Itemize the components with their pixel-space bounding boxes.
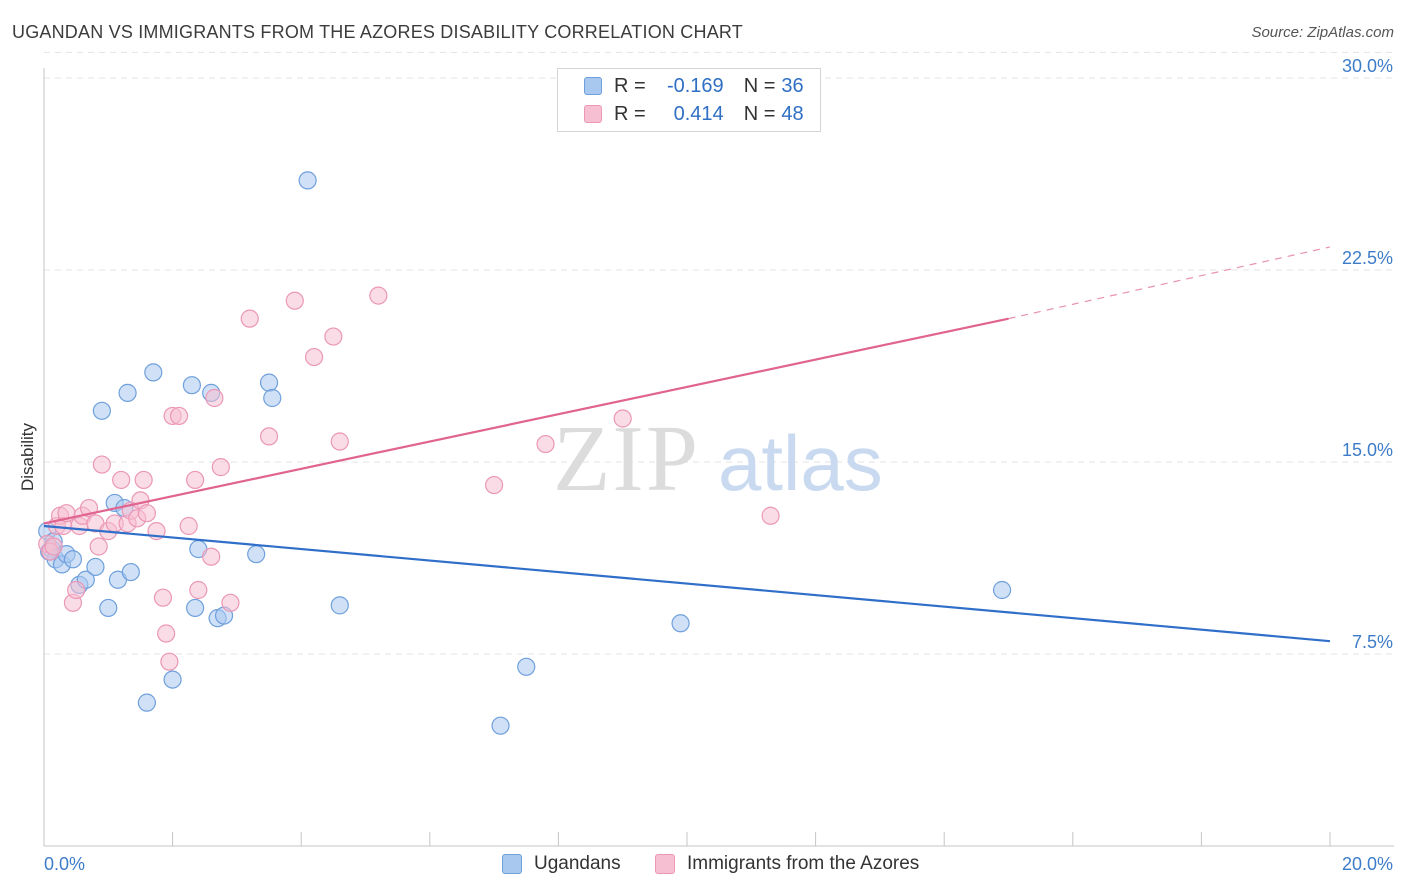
y-tick-label: 7.5% [1352, 632, 1393, 652]
azores-point [67, 580, 86, 600]
azores-point [160, 652, 179, 671]
ugandans-swatch [584, 77, 602, 95]
azores-point [485, 475, 504, 495]
legend-n-value-azores: 48 [781, 102, 804, 125]
source-label: Source: ZipAtlas.com [1251, 24, 1394, 41]
azores-point [186, 470, 205, 490]
ugandans-legend-swatch [502, 854, 522, 874]
x-tick-label-max: 20.0% [1342, 854, 1393, 874]
azores-point [330, 432, 349, 451]
ugandan-point [298, 171, 317, 190]
ugandan-point [330, 596, 349, 615]
series-legend-ugandans: Ugandans [502, 852, 621, 876]
legend-r-label: R = [614, 74, 646, 97]
ugandan-point [137, 693, 156, 712]
ugandan-point [517, 657, 536, 676]
azores-point [221, 593, 240, 612]
ugandan-point [92, 401, 111, 420]
legend-r-value-ugandans: -0.169 [666, 74, 724, 97]
ugandans-trend-line [43, 524, 1331, 643]
azores-point [202, 547, 221, 566]
ugandans-legend-label: Ugandans [534, 853, 621, 874]
azores-point [112, 470, 131, 490]
legend-n-value-ugandans: 36 [781, 74, 804, 97]
azores-point [179, 516, 198, 536]
series-legend-azores: Immigrants from the Azores [655, 852, 919, 876]
gridlines [44, 51, 1394, 655]
ugandan-point [671, 614, 690, 633]
azores-point [240, 309, 259, 328]
ugandan-point [163, 670, 182, 689]
y-tick-label: 22.5% [1342, 248, 1393, 268]
azores-point [304, 347, 324, 367]
legend-row-ugandans: R = -0.169 N = 36 [584, 74, 804, 98]
azores-point [89, 537, 108, 556]
ugandan-point [263, 388, 282, 408]
azores-point [761, 506, 780, 525]
azores-point [153, 588, 173, 607]
azores-legend-swatch [655, 854, 675, 874]
azores-point [44, 537, 63, 556]
y-axis-tick-labels: 7.5% 15.0% 22.5% 30.0% [1342, 56, 1393, 652]
ugandan-point [182, 376, 201, 395]
legend-n-label: N = [743, 102, 776, 125]
ugandan-point [992, 580, 1012, 600]
x-axis-ticks [172, 832, 1331, 846]
azores-point [205, 388, 224, 408]
azores-point [92, 455, 111, 474]
x-tick-label-min: 0.0% [44, 854, 85, 874]
ugandan-point [63, 550, 83, 569]
legend-n-label: N = [743, 74, 776, 97]
ugandan-point [186, 598, 205, 618]
ugandans-points [38, 171, 1012, 735]
azores-trend-extension [1008, 246, 1331, 320]
correlation-legend: R = -0.169 N = 36 R = 0.414 N = 48 [557, 68, 821, 132]
ugandan-point [86, 557, 105, 577]
azores-point [285, 291, 304, 310]
trend-lines [43, 246, 1331, 643]
azores-swatch [584, 105, 602, 123]
legend-r-value-azores: 0.414 [673, 102, 724, 125]
y-axis-label: Disability [18, 422, 37, 491]
azores-point [369, 286, 388, 305]
azores-point [157, 624, 176, 643]
azores-point [324, 327, 343, 346]
azores-point [169, 406, 189, 426]
ugandan-point [121, 562, 140, 582]
azores-point [536, 434, 555, 454]
ugandan-point [118, 383, 137, 402]
ugandan-point [144, 363, 163, 382]
azores-point [259, 427, 279, 446]
azores-trend-line [43, 317, 1009, 525]
azores-legend-label: Immigrants from the Azores [687, 853, 920, 874]
azores-point [134, 470, 153, 490]
watermark-atlas: atlas [718, 419, 883, 507]
ugandan-point [259, 373, 279, 392]
legend-r-label: R = [614, 102, 646, 125]
azores-point [613, 409, 632, 428]
ugandan-point [491, 716, 510, 735]
y-tick-label: 15.0% [1342, 440, 1393, 460]
ugandan-point [99, 598, 118, 618]
legend-row-azores: R = 0.414 N = 48 [584, 102, 804, 126]
azores-point [189, 580, 208, 600]
azores-point [211, 458, 230, 477]
chart-title: UGANDAN VS IMMIGRANTS FROM THE AZORES DI… [12, 22, 743, 42]
ugandan-point [247, 545, 266, 564]
y-tick-label: 30.0% [1342, 56, 1393, 76]
azores-point [137, 504, 156, 523]
